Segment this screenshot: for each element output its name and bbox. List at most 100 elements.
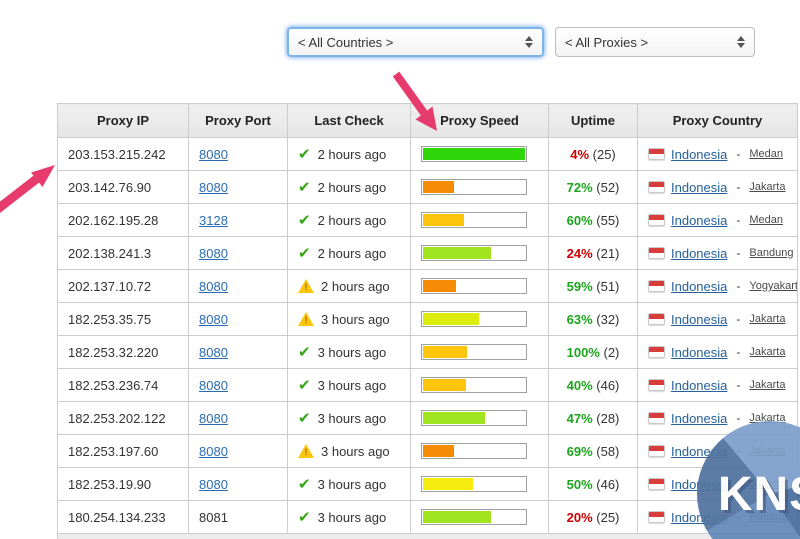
uptime-cell: 40% (46): [549, 369, 638, 402]
table-row: 182.253.202.122 8080 ✔ ! 3 hours ago 47%…: [58, 402, 798, 435]
city-link[interactable]: Jakarta: [749, 379, 785, 391]
country-link[interactable]: Indonesia: [671, 312, 727, 327]
uptime-count: (25): [596, 510, 619, 525]
proxy-table: Proxy IP Proxy Port Last Check Proxy Spe…: [57, 103, 798, 534]
country-city-separator: -: [736, 180, 740, 194]
uptime-percent: 63%: [567, 312, 593, 327]
country-link[interactable]: Indonesia: [671, 147, 727, 162]
country-city-separator: -: [736, 312, 740, 326]
uptime-percent: 24%: [567, 246, 593, 261]
check-ok-icon: ✔: [298, 378, 311, 393]
country-filter-select[interactable]: < All Countries >: [287, 27, 544, 57]
speed-bar-fill: [423, 214, 464, 226]
proxy-port-link[interactable]: 8080: [199, 411, 228, 426]
last-check-text: 3 hours ago: [321, 444, 390, 459]
proxy-speed-cell: [411, 336, 549, 369]
city-link[interactable]: Yogyakarta: [749, 280, 797, 292]
uptime-count: (28): [596, 411, 619, 426]
proxy-table-header: Proxy IP Proxy Port Last Check Proxy Spe…: [58, 104, 798, 138]
uptime-count: (51): [596, 279, 619, 294]
table-row: 182.253.236.74 8080 ✔ ! 3 hours ago 40% …: [58, 369, 798, 402]
proxy-port-cell: 8080: [189, 138, 288, 171]
city-link[interactable]: Medan: [749, 148, 783, 160]
speed-bar: [421, 410, 527, 426]
uptime-count: (32): [596, 312, 619, 327]
uptime-cell: 24% (21): [549, 237, 638, 270]
city-link[interactable]: Jakarta: [749, 181, 785, 193]
country-city-separator: -: [736, 378, 740, 392]
last-check-text: 2 hours ago: [321, 279, 390, 294]
country-city-separator: -: [736, 411, 740, 425]
speed-bar-fill: [423, 346, 467, 358]
table-row: 180.254.134.233 8081 ✔ ! 3 hours ago 20%…: [58, 501, 798, 534]
proxy-ip-value: 203.153.215.242: [68, 147, 166, 162]
country-link[interactable]: Indonesia: [671, 279, 727, 294]
proxy-port-link[interactable]: 8080: [199, 312, 228, 327]
country-city-separator: -: [736, 213, 740, 227]
last-check-text: 2 hours ago: [318, 213, 387, 228]
proxy-ip-cell: 182.253.19.90: [58, 468, 189, 501]
proxy-port-link[interactable]: 8080: [199, 378, 228, 393]
speed-bar-fill: [423, 247, 491, 259]
city-link[interactable]: Bandung: [749, 247, 793, 259]
proxy-port-link[interactable]: 8080: [199, 279, 228, 294]
uptime-count: (58): [596, 444, 619, 459]
uptime-count: (55): [596, 213, 619, 228]
city-link[interactable]: Jakarta: [749, 313, 785, 325]
proxy-ip-value: 180.254.134.233: [68, 510, 166, 525]
check-ok-icon: ✔: [298, 345, 311, 360]
country-link[interactable]: Indonesia: [671, 246, 727, 261]
speed-bar: [421, 476, 527, 492]
proxy-port-cell: 8080: [189, 468, 288, 501]
speed-bar: [421, 443, 527, 459]
proxy-port-link[interactable]: 8080: [199, 345, 228, 360]
last-check-cell: ✔ ! 3 hours ago: [288, 501, 411, 534]
country-link[interactable]: Indonesia: [671, 345, 727, 360]
indonesia-flag-icon: [648, 412, 665, 424]
select-updown-icon: [525, 36, 533, 48]
speed-bar: [421, 344, 527, 360]
country-link[interactable]: Indonesia: [671, 213, 727, 228]
last-check-text: 2 hours ago: [318, 147, 387, 162]
proxy-port-link[interactable]: 8080: [199, 246, 228, 261]
proxy-port-cell: 3128: [189, 204, 288, 237]
uptime-percent: 60%: [567, 213, 593, 228]
proxy-port-cell: 8080: [189, 435, 288, 468]
proxy-port-link[interactable]: 8080: [199, 180, 228, 195]
proxy-ip-value: 202.138.241.3: [68, 246, 151, 261]
proxy-port-link[interactable]: 8080: [199, 444, 228, 459]
proxy-type-filter-select[interactable]: < All Proxies >: [555, 27, 755, 57]
proxy-ip-cell: 182.253.32.220: [58, 336, 189, 369]
chevron-up-icon: [525, 36, 533, 41]
speed-bar: [421, 377, 527, 393]
uptime-percent: 100%: [567, 345, 600, 360]
proxy-speed-cell: [411, 435, 549, 468]
proxy-ip-cell: 202.137.10.72: [58, 270, 189, 303]
last-check-text: 3 hours ago: [318, 477, 387, 492]
country-link[interactable]: Indonesia: [671, 180, 727, 195]
speed-bar-fill: [423, 379, 466, 391]
indonesia-flag-icon: [648, 148, 665, 160]
uptime-percent: 20%: [567, 510, 593, 525]
proxy-port-link[interactable]: 8080: [199, 477, 228, 492]
proxy-port-link[interactable]: 3128: [199, 213, 228, 228]
proxy-ip-cell: 182.253.202.122: [58, 402, 189, 435]
proxy-ip-value: 202.162.195.28: [68, 213, 158, 228]
indonesia-flag-icon: [648, 181, 665, 193]
proxy-ip-value: 182.253.197.60: [68, 444, 158, 459]
uptime-percent: 40%: [567, 378, 593, 393]
country-link[interactable]: Indonesia: [671, 378, 727, 393]
uptime-percent: 4%: [570, 147, 589, 162]
indonesia-flag-icon: [648, 313, 665, 325]
city-link[interactable]: Medan: [749, 214, 783, 226]
proxy-speed-cell: [411, 501, 549, 534]
indonesia-flag-icon: [648, 379, 665, 391]
uptime-percent: 69%: [567, 444, 593, 459]
city-link[interactable]: Jakarta: [749, 346, 785, 358]
last-check-cell: ✔ ! 2 hours ago: [288, 138, 411, 171]
country-link[interactable]: Indonesia: [671, 411, 727, 426]
proxy-ip-value: 182.253.32.220: [68, 345, 158, 360]
last-check-text: 2 hours ago: [318, 180, 387, 195]
proxy-ip-value: 203.142.76.90: [68, 180, 151, 195]
proxy-port-link[interactable]: 8080: [199, 147, 228, 162]
